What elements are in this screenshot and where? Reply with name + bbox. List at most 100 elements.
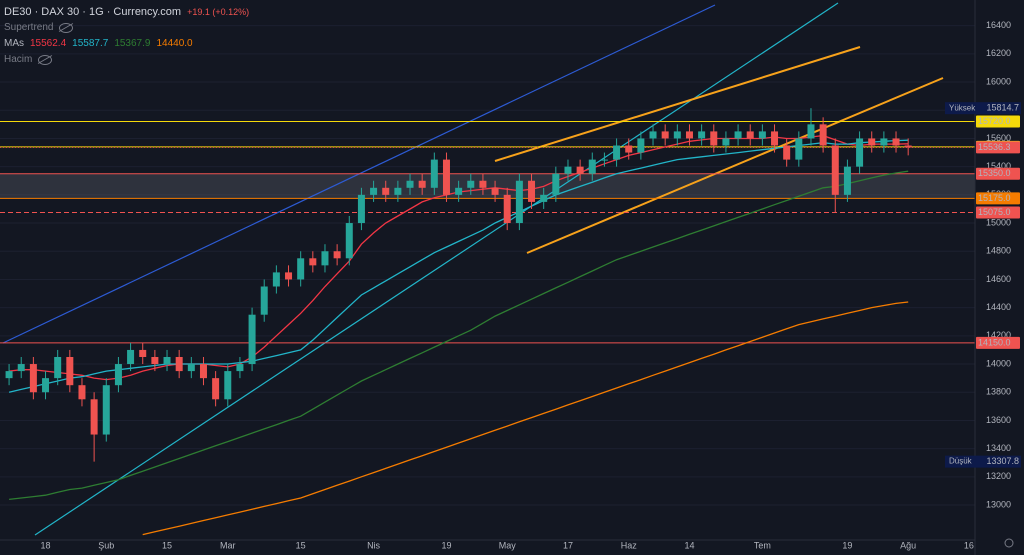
candle-body [661, 131, 669, 139]
symbol-row: DE30 · DAX 30 · 1G · Currency.com +19.1 … [4, 4, 249, 20]
candle-body [54, 356, 62, 379]
level-label: 15175.0 [978, 193, 1011, 203]
candle-body [734, 131, 742, 139]
level-label: 15075.0 [978, 207, 1011, 217]
candle-body [722, 138, 730, 146]
candle-body [394, 187, 402, 195]
legend: DE30 · DAX 30 · 1G · Currency.com +19.1 … [4, 4, 249, 68]
y-tick-label: 13000 [986, 499, 1011, 509]
candle-body [856, 138, 864, 167]
candle-body [224, 371, 232, 400]
y-tick-label: 14000 [986, 358, 1011, 368]
y-tick-label: 14800 [986, 246, 1011, 256]
x-axis: 18 Şub 15 Mar 15 Nis 19 May 17 Haz 14 Tem 19 Ağu 16 [41, 540, 974, 550]
levels [0, 121, 975, 344]
candle-body [491, 187, 499, 195]
level-label-box [976, 192, 1020, 205]
candle-body [600, 159, 608, 161]
trend-line [34, 2, 839, 536]
zone-box [0, 173, 975, 199]
candle-body [285, 272, 293, 280]
candle-body [406, 180, 414, 188]
candle-body [127, 349, 135, 365]
candle-body [625, 145, 633, 153]
ma-value: 15587.7 [72, 38, 109, 49]
candle-body [564, 166, 572, 174]
candle-body [90, 399, 98, 435]
level-label-box [976, 206, 1020, 219]
candle-body [892, 138, 900, 146]
candle-body [78, 385, 86, 400]
candle-body [345, 223, 353, 259]
level-label: 15536.3 [978, 142, 1011, 152]
level-label: 15720.0 [978, 116, 1011, 126]
y-tick-label: 16400 [986, 20, 1011, 30]
candle-body [297, 258, 305, 280]
candle-body [649, 131, 657, 139]
hide-icon[interactable] [38, 55, 53, 65]
y-tick-label: 14200 [986, 330, 1011, 340]
x-tick-label: May [499, 540, 517, 550]
drawing-tools [2, 2, 944, 536]
channel-line [494, 46, 861, 162]
candle-body [272, 272, 280, 287]
x-tick-label: 14 [684, 540, 694, 550]
candle-body [309, 258, 317, 266]
candle-body [819, 124, 827, 146]
candle-body [175, 356, 183, 372]
level-label-box [976, 141, 1020, 154]
candle-body [357, 194, 365, 224]
marker-box [945, 102, 1021, 115]
indicator-row[interactable]: MAs 15562.4 15587.7 15367.9 14440.0 [4, 36, 249, 52]
y-tick-label: 14600 [986, 274, 1011, 284]
settings-icon[interactable] [1004, 538, 1014, 548]
candle-body [613, 145, 621, 160]
indicator-row[interactable]: Hacim [4, 52, 249, 68]
hide-icon[interactable] [59, 23, 74, 33]
candle-body [212, 378, 220, 400]
indicator-name: Supertrend [4, 22, 54, 33]
candle-body [455, 187, 463, 195]
candle-body [321, 251, 329, 266]
candle-body [102, 385, 110, 435]
y-tick-label: 13800 [986, 387, 1011, 397]
candle-body [783, 145, 791, 160]
y-tick-label: 15400 [986, 161, 1011, 171]
marker-value: 15814.7 [986, 103, 1019, 113]
x-tick-label: Haz [621, 540, 638, 550]
candle-body [673, 131, 681, 139]
candle-body [540, 194, 548, 202]
candle-body [503, 194, 511, 224]
candle-body [904, 145, 912, 148]
candle-body [17, 364, 25, 372]
candle-body [758, 131, 766, 139]
candle-body [187, 364, 195, 372]
x-tick-label: Nis [367, 540, 380, 550]
candle-body [418, 180, 426, 188]
candle-body [430, 159, 438, 188]
candle-body [698, 131, 706, 139]
marker-label: Yüksek [949, 103, 976, 112]
channel-line [526, 77, 944, 254]
ma-value: 14440.0 [156, 38, 193, 49]
ma-line [142, 301, 909, 536]
candle-body [199, 364, 207, 379]
candle-body [114, 364, 122, 386]
x-tick-label: 16 [964, 540, 974, 550]
x-tick-label: 15 [296, 540, 306, 550]
indicator-row[interactable]: Supertrend [4, 20, 249, 36]
y-tick-label: 13400 [986, 443, 1011, 453]
y-tick-label: 15600 [986, 133, 1011, 143]
x-tick-label: 15 [162, 540, 172, 550]
x-tick-label: Şub [98, 540, 114, 550]
candle-body [710, 131, 718, 146]
candle-body [479, 180, 487, 188]
y-tick-label: 15000 [986, 217, 1011, 227]
indicator-name: Hacim [4, 54, 33, 65]
candle-body [382, 187, 390, 195]
marker-value: 13307.8 [986, 456, 1019, 466]
y-tick-label: 14400 [986, 302, 1011, 312]
